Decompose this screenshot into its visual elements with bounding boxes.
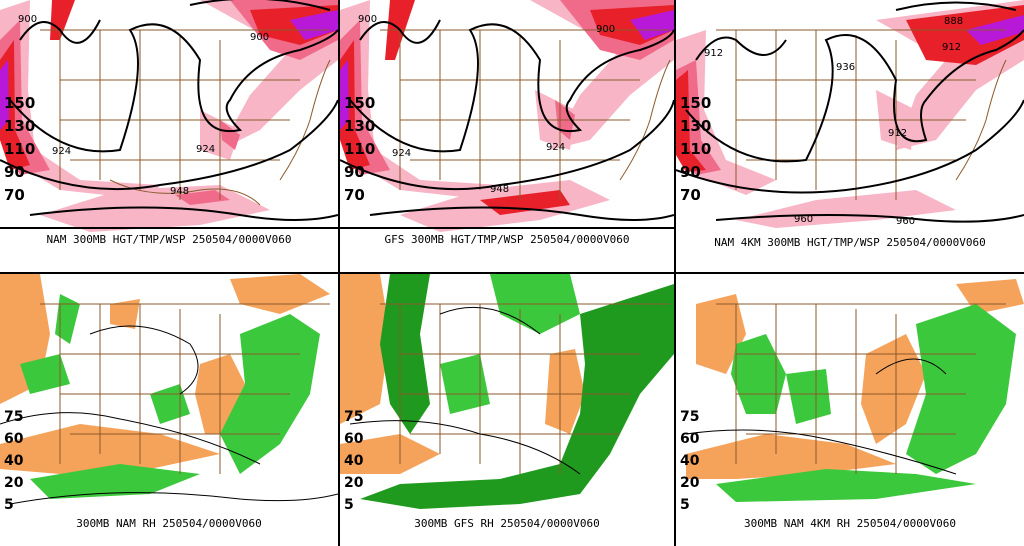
wind-speed-map: 888 912 912 936 912 960 960: [676, 0, 1024, 228]
legend-label: 75: [680, 409, 700, 425]
legend-label: 150: [344, 94, 376, 112]
legend-label: 20: [344, 475, 364, 491]
contour-label: 900: [250, 32, 269, 43]
wind-speed-map: 900 900 924 924 948: [340, 0, 674, 232]
legend-label: 40: [4, 453, 24, 469]
legend-label: 130: [680, 117, 712, 135]
relative-humidity-map: [685, 279, 1024, 502]
jet-streak-west: [0, 0, 160, 200]
panel-caption: 300MB NAM RH 250504/0000V060: [76, 517, 262, 530]
legend-label: 110: [4, 140, 36, 158]
wind-speed-map: 900 900 924 924 948: [0, 0, 338, 232]
wind-speed-legend: 150 130 110 90 70: [4, 92, 35, 207]
contour-label: 960: [794, 214, 813, 225]
legend-label: 5: [680, 497, 690, 513]
rh-legend: 75 60 40 20 5: [680, 406, 699, 516]
relative-humidity-map: [340, 274, 674, 509]
contour-label: 924: [546, 142, 565, 153]
legend-label: 70: [680, 186, 701, 204]
panel-caption: NAM 300MB HGT/TMP/WSP 250504/0000V060: [46, 233, 292, 246]
contour-label: 900: [358, 14, 377, 25]
legend-label: 20: [4, 475, 24, 491]
contour-label: 888: [944, 16, 963, 27]
legend-label: 70: [344, 186, 365, 204]
wind-speed-legend: 150 130 110 90 70: [680, 92, 711, 207]
legend-label: 110: [344, 140, 376, 158]
legend-label: 130: [4, 117, 36, 135]
legend-label: 110: [680, 140, 712, 158]
wind-speed-legend: 150 130 110 90 70: [344, 92, 375, 207]
legend-label: 130: [344, 117, 376, 135]
contour-label: 912: [704, 48, 723, 59]
legend-label: 75: [344, 409, 364, 425]
legend-label: 60: [4, 431, 24, 447]
legend-label: 75: [4, 409, 24, 425]
panel-gfs-300mb-wsp: 900 900 924 924 948 150 130 110 90 70 GF…: [340, 0, 674, 272]
contour-label: 924: [52, 146, 71, 157]
contour-label: 900: [596, 24, 615, 35]
contour-label: 960: [896, 216, 915, 227]
legend-label: 90: [344, 163, 365, 181]
contour-label: 948: [490, 184, 509, 195]
legend-label: 60: [680, 431, 700, 447]
legend-label: 5: [344, 497, 354, 513]
legend-label: 150: [680, 94, 712, 112]
rh-legend: 75 60 40 20 5: [344, 406, 363, 516]
rh-legend: 75 60 40 20 5: [4, 406, 23, 516]
contour-label: 900: [18, 14, 37, 25]
panel-caption: NAM 4KM 300MB HGT/TMP/WSP 250504/0000V06…: [714, 236, 986, 249]
legend-label: 90: [4, 163, 25, 181]
panel-nam-300mb-wsp: 900 900 924 924 948 150 130 110 90 70 NA…: [0, 0, 338, 272]
legend-label: 90: [680, 163, 701, 181]
contour-label: 912: [888, 128, 907, 139]
legend-label: 5: [4, 497, 14, 513]
legend-label: 60: [344, 431, 364, 447]
contour-label: 948: [170, 186, 189, 197]
panel-nam-300mb-rh: 75 60 40 20 5 300MB NAM RH 250504/0000V0…: [0, 274, 338, 546]
legend-label: 70: [4, 186, 25, 204]
legend-label: 150: [4, 94, 36, 112]
contour-label: 924: [196, 144, 215, 155]
contour-label: 924: [392, 148, 411, 159]
contour-label: 912: [942, 42, 961, 53]
panel-gfs-300mb-rh: 75 60 40 20 5 300MB GFS RH 250504/0000V0…: [340, 274, 674, 546]
contour-label: 936: [836, 62, 855, 73]
panel-caption: 300MB NAM 4KM RH 250504/0000V060: [744, 517, 956, 530]
panel-nam4km-300mb-rh: 75 60 40 20 5 300MB NAM 4KM RH 250504/00…: [676, 274, 1024, 546]
panel-divider: [0, 272, 1024, 274]
legend-label: 40: [680, 453, 700, 469]
relative-humidity-map: [0, 274, 338, 505]
height-contours: [0, 0, 338, 229]
panel-caption: 300MB GFS RH 250504/0000V060: [414, 517, 600, 530]
panel-nam4km-300mb-wsp: 888 912 912 936 912 960 960 150 130 110 …: [676, 0, 1024, 272]
legend-label: 20: [680, 475, 700, 491]
panel-caption: GFS 300MB HGT/TMP/WSP 250504/0000V060: [384, 233, 630, 246]
legend-label: 40: [344, 453, 364, 469]
